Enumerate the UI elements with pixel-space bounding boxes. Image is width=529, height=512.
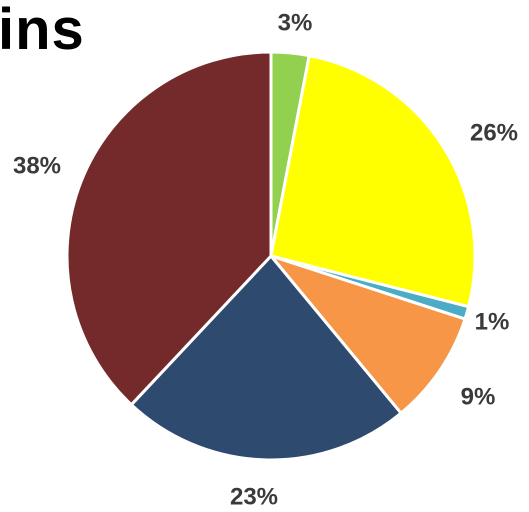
data-label-4: 9% [461, 383, 496, 410]
data-label-3: 1% [475, 308, 510, 335]
chart-title: ins [0, 0, 85, 62]
data-label-5: 23% [230, 483, 278, 510]
data-label-1: 3% [278, 9, 313, 36]
pie-slice-4 [269, 254, 467, 415]
pie-slice-2 [269, 54, 477, 309]
labels-layer: 3% 26% 1% 9% 23% 38% [13, 9, 518, 510]
pie-slice-6 [65, 50, 273, 407]
pie-slice-5 [129, 254, 403, 462]
data-label-6: 38% [13, 152, 61, 179]
data-label-2: 26% [470, 119, 518, 146]
slices-layer [65, 50, 477, 462]
